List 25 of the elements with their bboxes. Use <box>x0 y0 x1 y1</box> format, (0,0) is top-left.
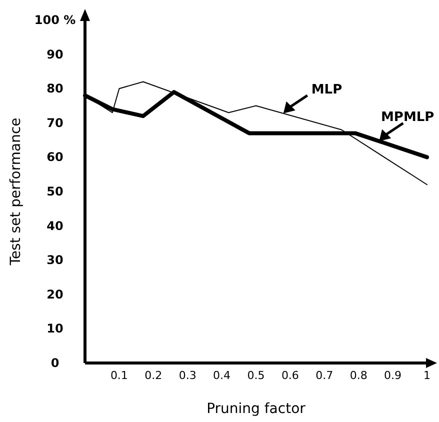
x-tick-label: 0.3 <box>178 369 196 382</box>
y-tick-label: 0 <box>50 356 60 370</box>
series-label: MPMLP <box>381 110 434 126</box>
x-tick-label: 0.8 <box>350 369 368 382</box>
y-tick-label: 10 <box>46 322 64 336</box>
x-tick-label: 1 <box>424 369 430 382</box>
x-tick-label: 0.9 <box>384 369 402 382</box>
y-tick-label: 100 % <box>34 13 76 27</box>
x-tick-label: 0.7 <box>316 369 334 382</box>
y-tick-label: 70 <box>46 116 64 130</box>
y-tick-label: 30 <box>46 253 64 268</box>
x-tick-label: 0.5 <box>247 369 265 382</box>
series-label: MLP <box>311 82 342 98</box>
x-tick-label: 0.6 <box>281 369 299 382</box>
x-axis-title: Pruning factor <box>206 401 306 417</box>
x-tick-label: 0.1 <box>110 369 128 382</box>
y-tick-label: 80 <box>46 82 64 96</box>
y-axis-title: Test set performance <box>8 118 24 266</box>
y-tick-label: 90 <box>46 47 64 62</box>
y-tick-label: 40 <box>46 218 64 233</box>
y-tick-label: 20 <box>46 287 64 302</box>
y-tick-label: 50 <box>46 184 64 198</box>
x-tick-label: 0.4 <box>213 369 231 382</box>
x-tick-label: 0.2 <box>144 369 162 382</box>
y-tick-label: 60 <box>46 150 64 164</box>
